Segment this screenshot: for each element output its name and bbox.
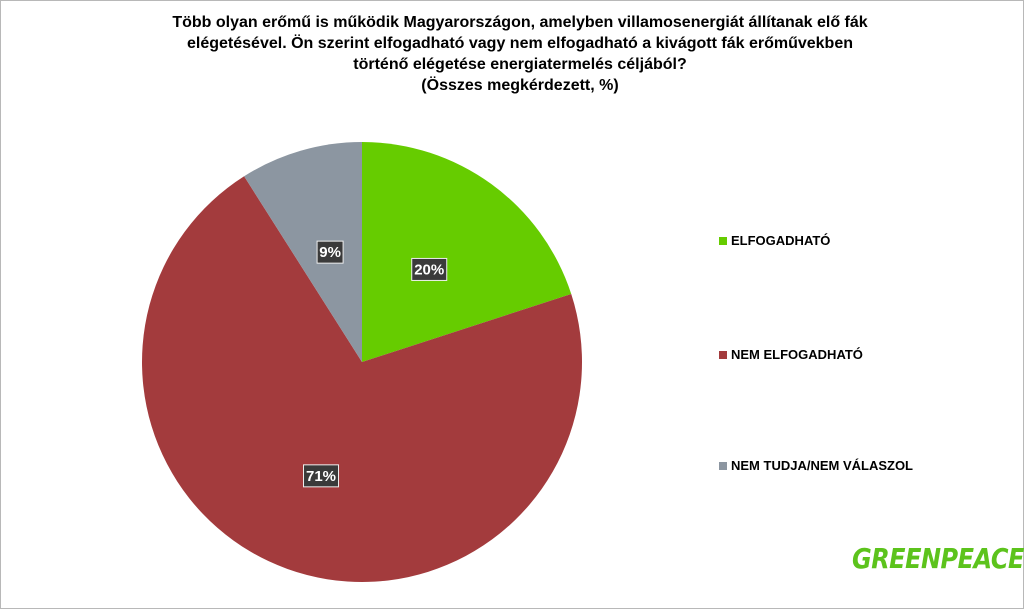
legend-swatch [719, 236, 727, 245]
pie-slice-1 [141, 176, 582, 582]
legend-item-nem-elfogadhato: NEM ELFOGADHATÓ [719, 347, 863, 362]
data-label-text: 9% [319, 244, 341, 261]
legend-label: NEM ELFOGADHATÓ [731, 347, 863, 362]
data-label-text: 71% [306, 468, 336, 485]
title-line: Több olyan erőmű is működik Magyarország… [172, 14, 868, 31]
pie-slice-0 [362, 142, 572, 362]
data-label-0: 20% [411, 257, 448, 281]
data-label-box [316, 240, 344, 264]
data-label-box [411, 257, 448, 281]
legend-item-elfogadhato: ELFOGADHATÓ [719, 233, 830, 248]
legend-item-nem-tudja: NEM TUDJA/NEM VÁLASZOL [719, 458, 913, 473]
data-label-1: 71% [303, 464, 340, 488]
data-label-box [303, 464, 340, 488]
title-line: történő elégetése energiatermelés céljáb… [353, 56, 687, 73]
pie-slice-2 [244, 142, 362, 362]
greenpeace-logo: GREENPEACE [852, 542, 1024, 576]
legend-swatch [719, 461, 727, 470]
legend-swatch [719, 350, 727, 359]
legend-label: ELFOGADHATÓ [731, 233, 831, 248]
title-line: (Összes megkérdezett, %) [421, 77, 619, 94]
title-line: elégetésével. Ön szerint elfogadható vag… [187, 35, 853, 52]
legend-label: NEM TUDJA/NEM VÁLASZOL [731, 458, 913, 473]
chart-title: Több olyan erőmű is működik Magyarország… [120, 12, 920, 96]
data-label-text: 20% [414, 261, 444, 278]
data-label-2: 9% [316, 240, 344, 264]
